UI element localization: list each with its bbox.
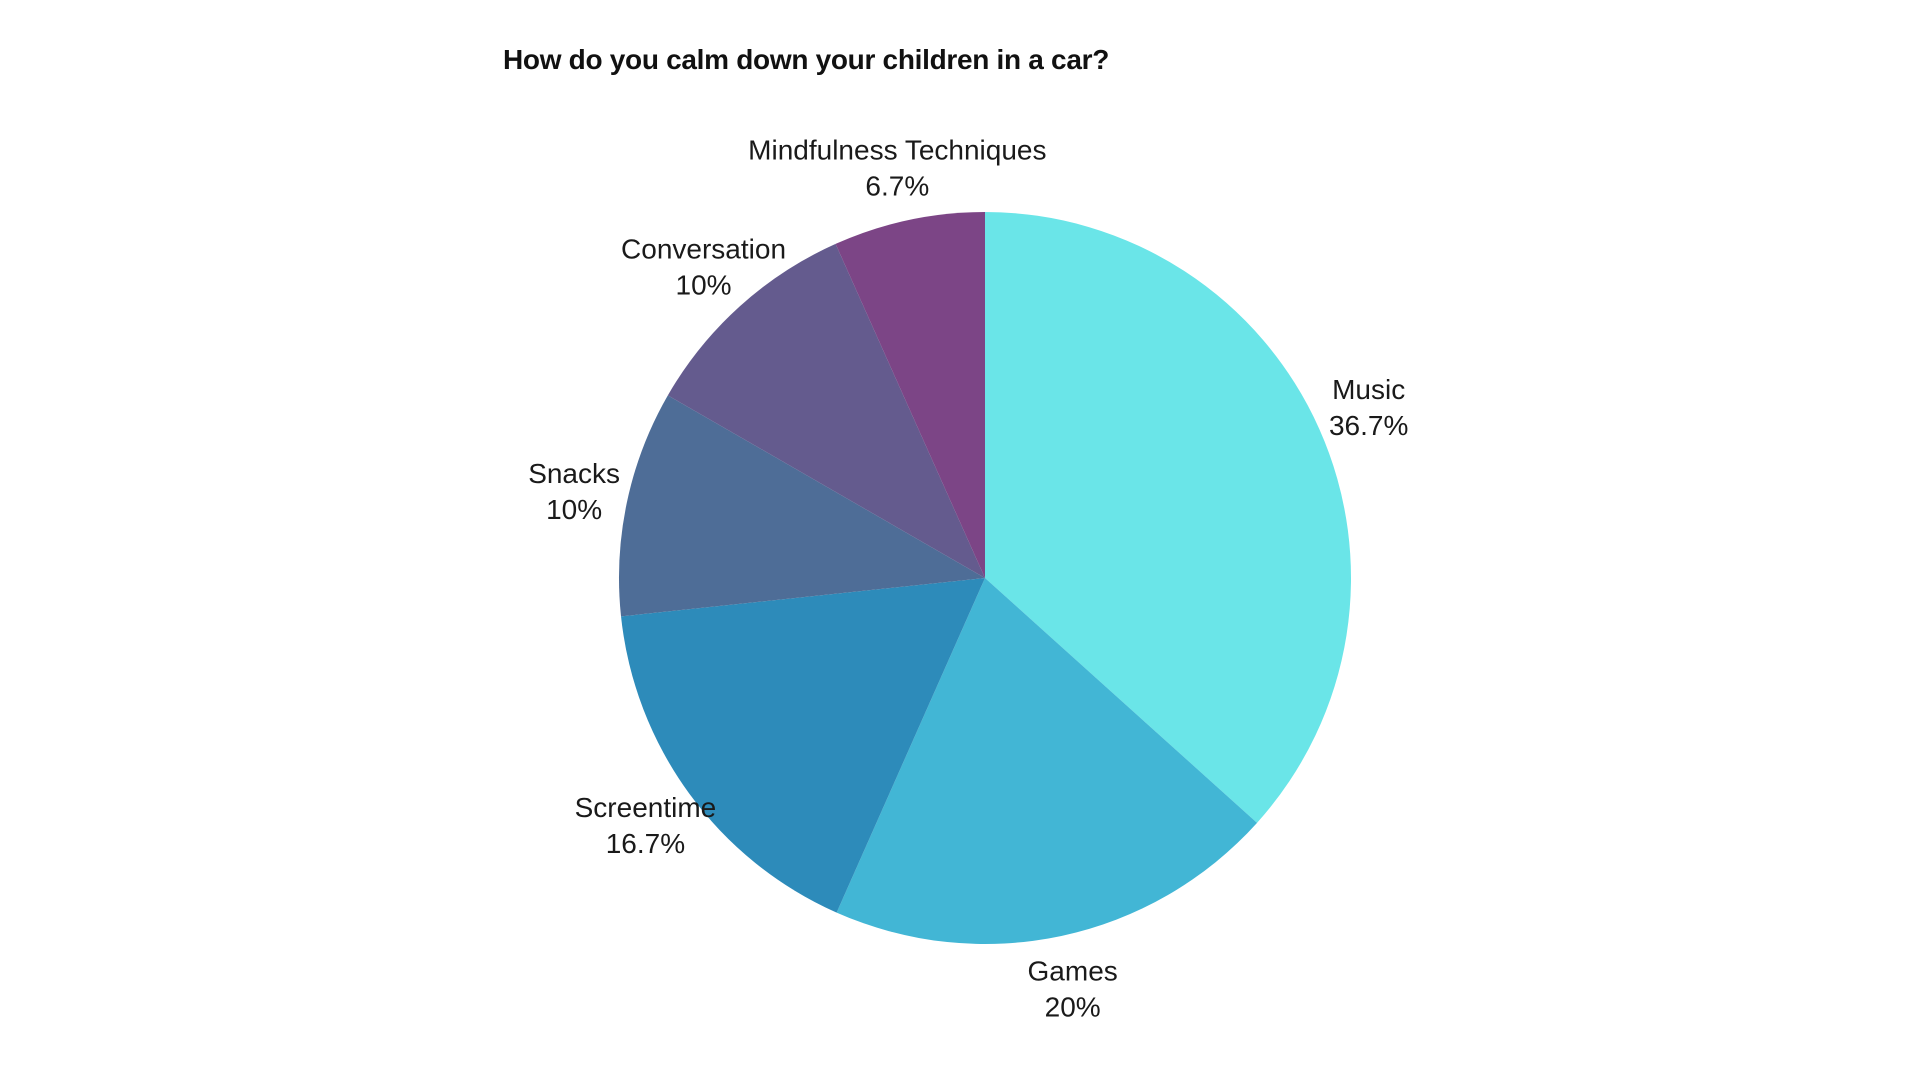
slice-label-screentime: Screentime	[575, 792, 717, 823]
pie-slice-screentime	[621, 578, 985, 913]
slice-label-music: Music	[1332, 374, 1405, 405]
pie-slice-conversation	[667, 243, 985, 578]
chart-title: How do you calm down your children in a …	[503, 44, 1109, 75]
pie-labels: Music 36.7% Games 20% Screentime 16.7% Snacks 1…	[528, 134, 1408, 1022]
pie-slice-snacks	[619, 395, 985, 617]
slice-label-conversation: Conversation	[621, 233, 786, 264]
slice-value-games: 20%	[1045, 992, 1101, 1023]
slice-label-mindfulness-techniques: Mindfulness Techniques	[748, 134, 1046, 165]
slice-value-music: 36.7%	[1329, 410, 1408, 441]
slice-label-games: Games	[1028, 956, 1118, 987]
slice-label-snacks: Snacks	[528, 458, 620, 489]
slice-value-screentime: 16.7%	[606, 828, 685, 859]
slice-value-mindfulness-techniques: 6.7%	[865, 170, 929, 201]
pie-slice-mindfulness-techniques	[835, 212, 985, 578]
slice-value-snacks: 10%	[546, 494, 602, 525]
pie-slice-music	[985, 212, 1351, 823]
pie-slices	[619, 212, 1351, 944]
pie-slice-games	[836, 578, 1258, 944]
slice-value-conversation: 10%	[676, 269, 732, 300]
